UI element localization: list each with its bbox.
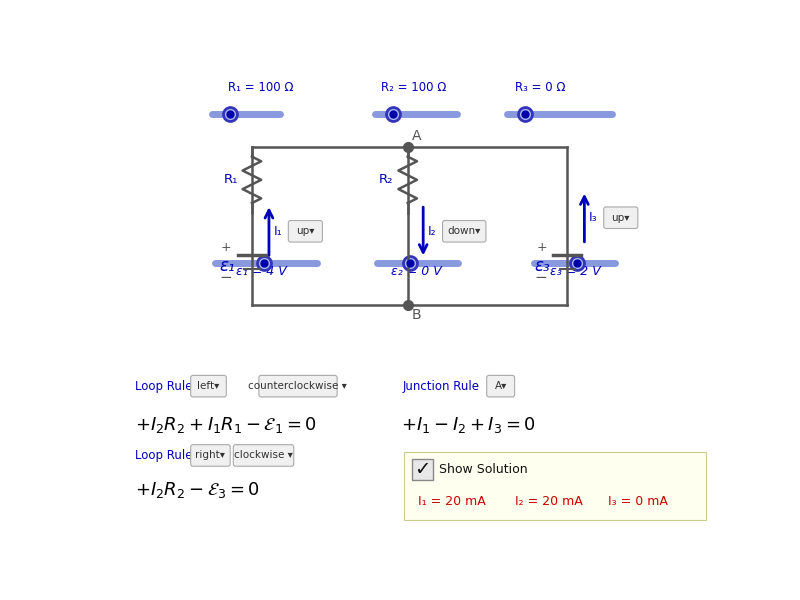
FancyBboxPatch shape <box>604 207 638 229</box>
Text: ε₂ = 0 V: ε₂ = 0 V <box>391 265 442 278</box>
Text: ε₁: ε₁ <box>219 257 235 275</box>
Text: R₂ = 100 Ω: R₂ = 100 Ω <box>381 80 446 94</box>
FancyBboxPatch shape <box>259 376 337 397</box>
FancyBboxPatch shape <box>190 376 226 397</box>
Text: A▾: A▾ <box>494 381 507 391</box>
FancyBboxPatch shape <box>190 445 230 466</box>
Text: I₁ = 20 mA: I₁ = 20 mA <box>418 495 486 508</box>
Text: R₂: R₂ <box>379 173 394 187</box>
Text: +: + <box>221 241 232 254</box>
Text: −: − <box>534 269 547 284</box>
FancyBboxPatch shape <box>288 221 322 242</box>
Bar <box>411 458 434 480</box>
Text: up▾: up▾ <box>296 226 314 236</box>
Text: A: A <box>411 129 421 143</box>
Text: B: B <box>411 308 421 322</box>
Text: R₁ = 100 Ω: R₁ = 100 Ω <box>228 80 294 94</box>
Text: I₂: I₂ <box>428 225 437 238</box>
FancyBboxPatch shape <box>442 221 486 242</box>
Text: R₁: R₁ <box>223 173 238 187</box>
Text: right▾: right▾ <box>195 451 225 460</box>
FancyBboxPatch shape <box>486 376 514 397</box>
Text: I₃ = 0 mA: I₃ = 0 mA <box>608 495 667 508</box>
Text: up▾: up▾ <box>611 213 630 223</box>
Text: Loop Rule: Loop Rule <box>135 380 192 392</box>
Text: ε₃ = 2 V: ε₃ = 2 V <box>550 265 602 278</box>
Text: ✓: ✓ <box>414 460 430 479</box>
Bar <box>404 452 706 520</box>
Text: clockwise ▾: clockwise ▾ <box>234 451 293 460</box>
Text: left▾: left▾ <box>198 381 220 391</box>
Text: $+I_2R_2 + I_1R_1 - \mathcal{E}_1 = 0$: $+I_2R_2 + I_1R_1 - \mathcal{E}_1 = 0$ <box>135 415 317 434</box>
Text: Junction Rule: Junction Rule <box>402 380 479 392</box>
Text: counterclockwise ▾: counterclockwise ▾ <box>248 381 347 391</box>
Text: Show Solution: Show Solution <box>439 463 528 476</box>
Text: $+I_2R_2 - \mathcal{E}_3 = 0$: $+I_2R_2 - \mathcal{E}_3 = 0$ <box>135 480 260 500</box>
Text: ε₁ = 4 V: ε₁ = 4 V <box>236 265 286 278</box>
Text: −: − <box>219 269 232 284</box>
Text: $+I_1 - I_2 + I_3 = 0$: $+I_1 - I_2 + I_3 = 0$ <box>401 415 536 434</box>
Text: R₃ = 0 Ω: R₃ = 0 Ω <box>514 80 565 94</box>
Text: ε₃: ε₃ <box>534 257 550 275</box>
Text: Loop Rule: Loop Rule <box>135 449 192 462</box>
Text: down▾: down▾ <box>447 226 481 236</box>
Text: I₁: I₁ <box>274 225 282 238</box>
Text: I₃: I₃ <box>589 211 598 224</box>
FancyBboxPatch shape <box>234 445 294 466</box>
Text: +: + <box>537 241 547 254</box>
Text: I₂ = 20 mA: I₂ = 20 mA <box>514 495 582 508</box>
